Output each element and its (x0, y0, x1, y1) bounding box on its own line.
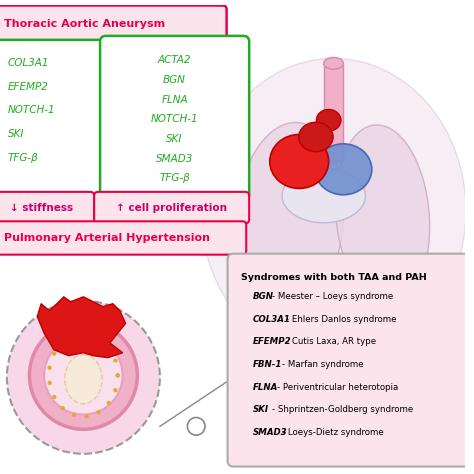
Text: - Loeys-Dietz syndrome: - Loeys-Dietz syndrome (282, 428, 383, 437)
Text: SMAD3: SMAD3 (253, 428, 288, 437)
Text: TFG-β: TFG-β (159, 173, 190, 183)
Text: ↑ cell proliferation: ↑ cell proliferation (116, 202, 227, 212)
Text: COL3A1: COL3A1 (253, 315, 291, 324)
Ellipse shape (270, 135, 328, 189)
Text: EFEMP2: EFEMP2 (253, 337, 292, 346)
Ellipse shape (336, 125, 429, 306)
Circle shape (113, 388, 118, 392)
Circle shape (61, 406, 65, 410)
Circle shape (187, 418, 205, 435)
Text: - Meester – Loeys syndrome: - Meester – Loeys syndrome (272, 292, 393, 301)
Text: - Periventricular heterotopia: - Periventricular heterotopia (277, 383, 398, 392)
Text: FLNA: FLNA (161, 95, 188, 105)
FancyBboxPatch shape (228, 254, 471, 466)
FancyBboxPatch shape (0, 6, 227, 43)
Text: - Shprintzen-Goldberg syndrome: - Shprintzen-Goldberg syndrome (272, 405, 413, 414)
Circle shape (7, 301, 160, 454)
Circle shape (47, 381, 52, 385)
Text: ACTA2: ACTA2 (158, 55, 191, 65)
Circle shape (84, 414, 89, 419)
FancyBboxPatch shape (100, 36, 249, 200)
Text: Syndromes with both TAA and PAH: Syndromes with both TAA and PAH (241, 273, 427, 282)
FancyBboxPatch shape (0, 40, 106, 194)
FancyBboxPatch shape (94, 192, 249, 223)
Text: SKI: SKI (8, 129, 24, 139)
Text: BGN: BGN (253, 292, 274, 301)
Ellipse shape (201, 58, 466, 363)
Bar (324, 64, 343, 162)
FancyBboxPatch shape (0, 221, 246, 255)
Text: - Cutis Laxa, AR type: - Cutis Laxa, AR type (286, 337, 376, 346)
Text: SKI: SKI (166, 134, 183, 144)
Text: NOTCH-1: NOTCH-1 (8, 105, 55, 116)
Ellipse shape (316, 109, 341, 131)
Ellipse shape (282, 169, 365, 223)
Circle shape (44, 336, 123, 415)
Polygon shape (37, 297, 126, 358)
Circle shape (72, 413, 76, 417)
Circle shape (61, 340, 65, 345)
Text: TFG-β: TFG-β (8, 153, 38, 163)
Circle shape (97, 336, 101, 341)
Text: FLNA: FLNA (253, 383, 278, 392)
Ellipse shape (324, 57, 343, 69)
Text: - Marfan syndrome: - Marfan syndrome (282, 360, 363, 369)
Ellipse shape (315, 144, 372, 195)
Circle shape (107, 401, 111, 405)
Circle shape (116, 373, 120, 377)
Ellipse shape (299, 122, 333, 152)
Circle shape (52, 395, 56, 399)
Circle shape (116, 373, 120, 377)
Circle shape (84, 332, 89, 337)
Circle shape (29, 321, 137, 429)
Text: SKI: SKI (253, 405, 269, 414)
Text: ↓ stiffness: ↓ stiffness (9, 202, 73, 212)
Text: Pulmonary Arterial Hypertension: Pulmonary Arterial Hypertension (4, 233, 210, 243)
Text: BGN: BGN (163, 75, 186, 85)
Circle shape (52, 352, 56, 356)
Text: Thoracic Aortic Aneurysm: Thoracic Aortic Aneurysm (4, 19, 165, 29)
Circle shape (113, 358, 118, 363)
Text: COL3A1: COL3A1 (8, 58, 49, 68)
Text: NOTCH-1: NOTCH-1 (151, 114, 199, 124)
Ellipse shape (235, 122, 344, 318)
Text: FBN-1: FBN-1 (253, 360, 283, 369)
Circle shape (97, 410, 101, 414)
Circle shape (72, 334, 76, 338)
Ellipse shape (65, 355, 102, 404)
Circle shape (47, 365, 52, 370)
FancyBboxPatch shape (0, 192, 94, 223)
Text: SMAD3: SMAD3 (156, 154, 193, 164)
Circle shape (107, 346, 111, 350)
Text: EFEMP2: EFEMP2 (8, 82, 49, 92)
Text: - Ehlers Danlos syndrome: - Ehlers Danlos syndrome (286, 315, 397, 324)
